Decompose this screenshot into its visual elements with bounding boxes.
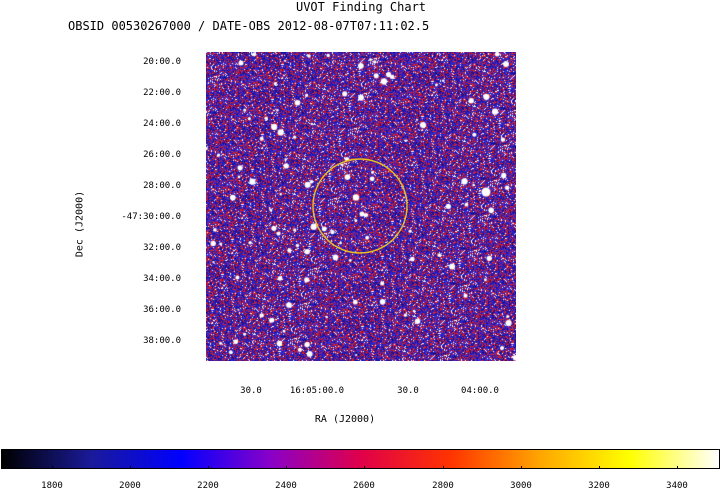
dec-tick-label: 28:00.0 [143,181,181,191]
ra-tick-label: 16:05:00.0 [289,386,345,396]
image-field[interactable] [206,52,516,361]
ra-tick-label: 30.0 [397,386,419,396]
ra-tick-label: 04:00.0 [461,386,499,396]
colorbar-tick-mark [599,466,600,469]
colorbar-tick-label: 1800 [41,481,63,491]
colorbar-tick-mark [364,466,365,469]
colorbar-tick-mark [443,466,444,469]
dec-tick-label: 24:00.0 [143,119,181,129]
colorbar-tick-label: 2400 [275,481,297,491]
colorbar-tick-mark [521,466,522,469]
dec-tick-label: 20:00.0 [143,57,181,67]
colorbar-tick-mark [677,466,678,469]
source-region-circle [312,158,408,254]
chart-subtitle: OBSID 00530267000 / DATE-OBS 2012-08-07T… [68,19,430,33]
colorbar-tick-label: 2600 [353,481,375,491]
colorbar [1,449,720,469]
colorbar-tick-mark [52,466,53,469]
dec-tick-label: 34:00.0 [143,274,181,284]
colorbar-tick-label: 2800 [432,481,454,491]
colorbar-tick-label: 3000 [510,481,532,491]
dec-tick-label: -47:30:00.0 [121,212,181,222]
colorbar-tick-label: 2000 [119,481,141,491]
ra-tick-label: 30.0 [240,386,262,396]
x-axis-label: RA (J2000) [314,414,376,425]
colorbar-tick-label: 3200 [588,481,610,491]
y-axis-label: Dec (J2000) [74,190,86,258]
colorbar-tick-mark [286,466,287,469]
dec-tick-label: 32:00.0 [143,243,181,253]
dec-tick-label: 26:00.0 [143,150,181,160]
colorbar-tick-label: 2200 [197,481,219,491]
sky-image [206,52,516,361]
colorbar-tick-mark [130,466,131,469]
chart-title: UVOT Finding Chart [295,0,427,14]
colorbar-tick-mark [208,466,209,469]
colorbar-tick-label: 3400 [666,481,688,491]
dec-tick-label: 22:00.0 [143,88,181,98]
dec-tick-label: 38:00.0 [143,336,181,346]
dec-tick-label: 36:00.0 [143,305,181,315]
source-region-overlay [312,158,408,254]
